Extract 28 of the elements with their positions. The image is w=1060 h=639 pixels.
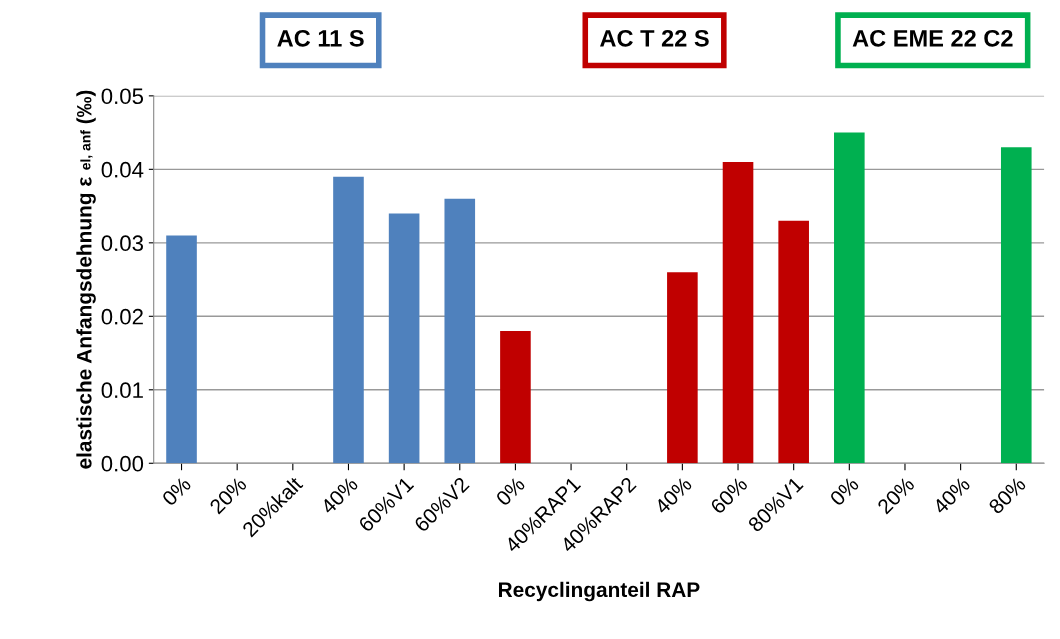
text: AC T 22 S <box>600 29 709 47</box>
y-tick-label: 0.02 <box>101 308 143 325</box>
x-tick-label: 40% <box>931 475 971 516</box>
bar <box>1000 147 1032 464</box>
x-axis-title: Recyclinganteil RAP <box>499 581 700 602</box>
y-tick-label: 0.05 <box>101 88 144 105</box>
bar <box>333 176 364 464</box>
x-tick-label: 80% <box>987 475 1027 515</box>
x-tick-label: 60% <box>709 475 749 515</box>
y-tick-label: 0.01 <box>101 382 143 399</box>
bar <box>722 161 754 464</box>
bar <box>778 220 809 464</box>
bar <box>500 331 531 464</box>
bar <box>388 213 420 464</box>
bar <box>166 235 197 464</box>
text: AC 11 S <box>277 29 364 47</box>
y-tick-label: 0.03 <box>101 235 144 252</box>
bar <box>834 132 865 464</box>
bar <box>444 198 476 464</box>
y-tick-label: 0.04 <box>101 161 144 178</box>
x-tick-label: 40% <box>653 475 693 516</box>
x-tick-label: 0% <box>161 475 192 507</box>
y-axis-title: elastische Anfangsdehnung ε el, anf (‰) <box>76 90 96 469</box>
text: AC EME 22 C2 <box>852 29 1013 47</box>
x-tick-label: 40% <box>319 475 359 516</box>
bar <box>667 272 698 464</box>
x-tick-label: 0% <box>829 475 860 507</box>
y-tick-label: 0.00 <box>101 455 144 472</box>
